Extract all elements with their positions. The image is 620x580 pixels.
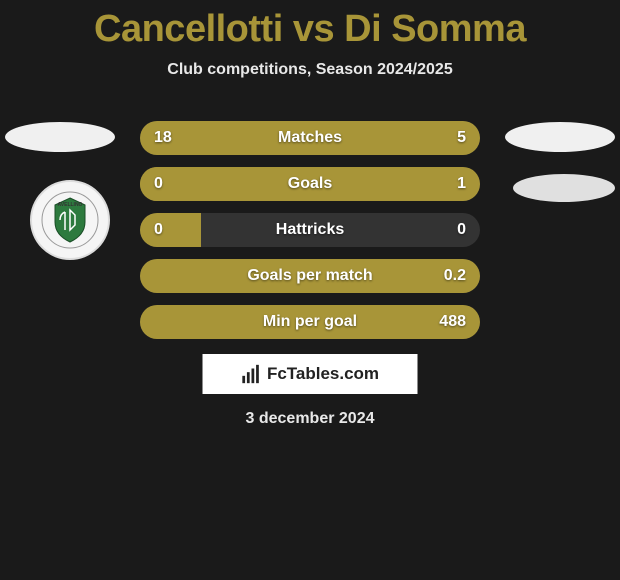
stats-container: 18 Matches 5 0 Goals 1 0 Hattricks 0 Goa… xyxy=(140,121,480,351)
stat-value-right: 5 xyxy=(457,129,466,147)
stat-label: Min per goal xyxy=(263,313,357,331)
stat-value-right: 488 xyxy=(439,313,466,331)
stat-value-left: 18 xyxy=(154,129,172,147)
stat-label: Goals xyxy=(288,175,332,193)
stat-value-left: 0 xyxy=(154,175,163,193)
date-text: 3 december 2024 xyxy=(246,410,375,428)
chart-icon xyxy=(241,363,263,385)
stat-row-hattricks: 0 Hattricks 0 xyxy=(140,213,480,247)
shield-icon: AVELLINO xyxy=(40,190,100,250)
stat-label: Matches xyxy=(278,129,342,147)
stat-value-right: 0 xyxy=(457,221,466,239)
page-subtitle: Club competitions, Season 2024/2025 xyxy=(0,61,620,79)
stat-label: Goals per match xyxy=(247,267,372,285)
stat-value-right: 1 xyxy=(457,175,466,193)
page-title: Cancellotti vs Di Somma xyxy=(0,0,620,51)
stat-value-right: 0.2 xyxy=(444,267,466,285)
stat-value-left: 0 xyxy=(154,221,163,239)
brand-text: FcTables.com xyxy=(267,364,379,384)
svg-text:AVELLINO: AVELLINO xyxy=(58,202,83,208)
stat-row-matches: 18 Matches 5 xyxy=(140,121,480,155)
stat-row-mpg: Min per goal 488 xyxy=(140,305,480,339)
player-right-avatar xyxy=(505,122,615,152)
stat-fill-left xyxy=(140,121,405,155)
stat-label: Hattricks xyxy=(276,221,344,239)
team-badge-left: AVELLINO xyxy=(30,180,110,260)
stat-row-gpm: Goals per match 0.2 xyxy=(140,259,480,293)
stat-fill-right xyxy=(405,121,480,155)
stat-fill-left xyxy=(140,213,201,247)
brand-box: FcTables.com xyxy=(203,354,418,394)
player-left-avatar xyxy=(5,122,115,152)
player-right-avatar-2 xyxy=(513,174,615,202)
stat-row-goals: 0 Goals 1 xyxy=(140,167,480,201)
